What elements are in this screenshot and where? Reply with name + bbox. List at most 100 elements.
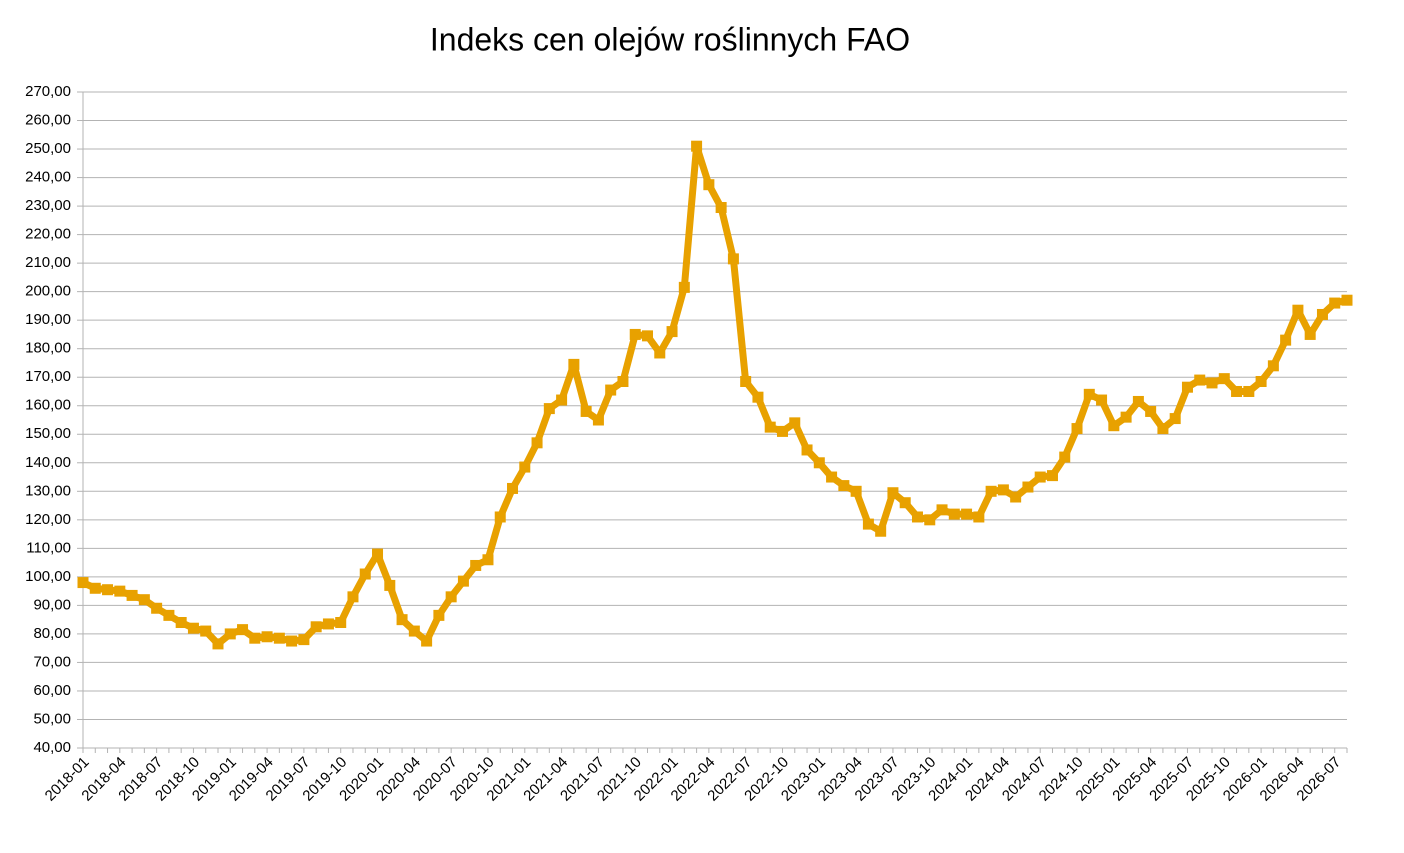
y-tick-label: 240,00 bbox=[25, 169, 71, 186]
marker bbox=[1145, 405, 1157, 417]
marker bbox=[543, 403, 555, 415]
marker bbox=[1292, 304, 1304, 316]
y-tick-label: 270,00 bbox=[25, 83, 71, 100]
y-tick-label: 150,00 bbox=[25, 425, 71, 442]
marker bbox=[212, 638, 224, 650]
marker bbox=[592, 414, 604, 426]
marker bbox=[1243, 385, 1255, 397]
marker bbox=[924, 514, 936, 526]
marker bbox=[224, 628, 236, 640]
y-tick-label: 80,00 bbox=[33, 625, 71, 642]
marker bbox=[531, 437, 543, 449]
marker bbox=[1022, 481, 1034, 493]
marker bbox=[654, 347, 666, 359]
marker bbox=[1071, 423, 1083, 435]
marker bbox=[1034, 471, 1046, 483]
marker bbox=[286, 635, 298, 647]
marker bbox=[1231, 385, 1243, 397]
marker bbox=[482, 554, 494, 566]
marker bbox=[114, 585, 126, 597]
marker bbox=[801, 444, 813, 456]
y-tick-label: 200,00 bbox=[25, 283, 71, 300]
marker bbox=[372, 548, 384, 560]
marker bbox=[1255, 375, 1267, 387]
marker bbox=[1010, 491, 1022, 503]
marker bbox=[421, 635, 433, 647]
y-tick-label: 120,00 bbox=[25, 511, 71, 528]
marker bbox=[1194, 374, 1206, 386]
marker bbox=[1218, 373, 1230, 385]
marker bbox=[973, 511, 985, 523]
marker bbox=[629, 328, 641, 340]
marker bbox=[237, 624, 249, 636]
marker bbox=[911, 511, 923, 523]
marker bbox=[875, 525, 887, 537]
marker bbox=[556, 394, 568, 406]
marker bbox=[813, 457, 825, 469]
marker bbox=[347, 591, 359, 603]
marker bbox=[273, 632, 285, 644]
marker bbox=[1157, 423, 1169, 435]
marker bbox=[997, 484, 1009, 496]
marker bbox=[470, 559, 482, 571]
marker bbox=[187, 622, 199, 634]
marker bbox=[89, 582, 101, 594]
marker bbox=[1083, 388, 1095, 400]
marker bbox=[642, 330, 654, 342]
marker bbox=[1181, 381, 1193, 393]
marker bbox=[507, 482, 519, 494]
marker bbox=[335, 617, 347, 629]
marker bbox=[1120, 411, 1132, 423]
marker bbox=[887, 487, 899, 499]
marker bbox=[249, 632, 261, 644]
y-tick-label: 60,00 bbox=[33, 682, 71, 699]
marker bbox=[936, 504, 948, 516]
marker bbox=[727, 253, 739, 265]
marker bbox=[568, 358, 580, 370]
marker bbox=[862, 518, 874, 530]
marker bbox=[384, 579, 396, 591]
y-tick-label: 190,00 bbox=[25, 311, 71, 328]
marker bbox=[850, 485, 862, 497]
marker bbox=[1316, 308, 1328, 320]
y-tick-label: 160,00 bbox=[25, 397, 71, 414]
y-tick-label: 170,00 bbox=[25, 368, 71, 385]
chart-title: Indeks cen olejów roślinnych FAO bbox=[430, 21, 910, 57]
marker bbox=[776, 425, 788, 437]
y-tick-label: 220,00 bbox=[25, 226, 71, 243]
marker bbox=[1267, 360, 1279, 372]
marker bbox=[961, 508, 973, 520]
y-tick-label: 70,00 bbox=[33, 653, 71, 670]
marker bbox=[826, 471, 838, 483]
marker bbox=[899, 497, 911, 509]
marker bbox=[433, 609, 445, 621]
marker bbox=[445, 591, 457, 603]
marker bbox=[200, 625, 212, 637]
marker bbox=[789, 417, 801, 429]
marker bbox=[703, 179, 715, 191]
marker bbox=[396, 614, 408, 626]
marker bbox=[457, 575, 469, 587]
y-tick-label: 110,00 bbox=[26, 539, 71, 556]
marker bbox=[691, 140, 703, 152]
marker bbox=[408, 625, 420, 637]
marker bbox=[1096, 394, 1108, 406]
marker bbox=[605, 384, 617, 396]
marker bbox=[519, 461, 531, 473]
marker bbox=[1341, 294, 1353, 306]
marker bbox=[715, 202, 727, 214]
marker bbox=[764, 421, 776, 433]
y-tick-label: 210,00 bbox=[25, 254, 71, 271]
marker bbox=[985, 485, 997, 497]
marker bbox=[138, 594, 150, 606]
marker bbox=[838, 480, 850, 492]
marker bbox=[298, 634, 310, 646]
line bbox=[81, 142, 1348, 648]
marker bbox=[580, 405, 592, 417]
marker bbox=[1132, 395, 1144, 407]
marker bbox=[1329, 297, 1341, 309]
marker bbox=[948, 508, 960, 520]
marker bbox=[261, 631, 273, 643]
marker bbox=[126, 589, 138, 601]
